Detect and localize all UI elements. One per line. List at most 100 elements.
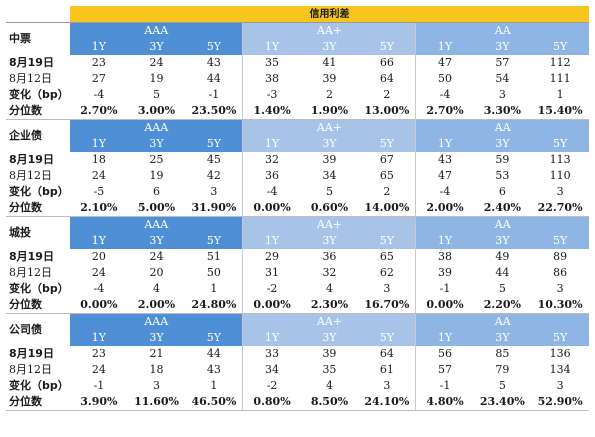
value-cell: 2 <box>383 88 391 101</box>
value-cell: 0.80% <box>242 394 301 411</box>
section-group-row: 中票 AAA AA+ AA <box>6 22 589 55</box>
value-cell: -4 <box>415 184 474 200</box>
rating-group-header: AA <box>415 313 589 330</box>
value-cell: 113 <box>549 153 571 166</box>
value-cell: 2.40% <box>473 200 532 217</box>
tenor-header: 1Y <box>70 330 128 346</box>
value-cell: 2.00% <box>415 200 474 217</box>
value-cell: 36 <box>322 250 337 263</box>
value-cell: -2 <box>242 378 301 394</box>
title-blank-cell <box>6 6 71 23</box>
value-cell: 38 <box>415 249 474 265</box>
value-cell: 13.00% <box>358 103 416 120</box>
value-cell: 0.60% <box>300 200 359 217</box>
tenor-header: 3Y <box>473 330 532 346</box>
tenor-row: 1Y 3Y 5Y 1Y 3Y 5Y 1Y 3Y 5Y <box>6 136 589 152</box>
value-cell: 3 <box>556 379 564 392</box>
rating-group-header: AAA <box>70 313 243 330</box>
value-cell: 35 <box>322 363 337 376</box>
value-cell: 43 <box>206 56 221 69</box>
value-cell: 36 <box>242 168 301 184</box>
value-cell: 44 <box>495 266 510 279</box>
tenor-header: 1Y <box>415 39 474 55</box>
value-cell: 0.00% <box>242 297 301 314</box>
value-cell: 65 <box>379 169 394 182</box>
value-cell: 35 <box>242 55 301 71</box>
tenor-header: 3Y <box>127 39 186 55</box>
row-label: 8月19日 <box>9 56 54 69</box>
value-cell: 16.70% <box>358 297 416 314</box>
value-cell: 24.80% <box>185 297 243 314</box>
value-cell: 59 <box>495 153 510 166</box>
value-cell: 61 <box>379 363 394 376</box>
value-cell: 50 <box>206 266 221 279</box>
rating-group-header: AA <box>415 216 589 233</box>
value-cell: -4 <box>93 88 105 101</box>
value-cell: 3 <box>556 185 564 198</box>
tenor-header: 5Y <box>531 39 589 55</box>
value-cell: -4 <box>242 184 301 200</box>
row-label: 变化（bp） <box>9 282 69 295</box>
value-cell: 2 <box>325 88 333 101</box>
row-label: 分位数 <box>6 103 71 120</box>
value-cell: 5 <box>498 282 506 295</box>
value-cell: 2.70% <box>415 103 474 120</box>
tenor-header: 3Y <box>300 233 359 249</box>
value-cell: 3.00% <box>127 103 186 120</box>
tenor-header: 5Y <box>185 136 243 152</box>
value-cell: 6 <box>498 185 506 198</box>
value-cell: 3 <box>383 379 391 392</box>
value-cell: 47 <box>415 55 474 71</box>
tenor-header: 1Y <box>415 136 474 152</box>
value-cell: 0.00% <box>70 297 128 314</box>
value-cell: -3 <box>242 87 301 103</box>
value-cell: 44 <box>206 72 221 85</box>
value-cell: 4.80% <box>415 394 474 411</box>
value-cell: 2.30% <box>300 297 359 314</box>
value-cell: 38 <box>242 71 301 87</box>
section-group-row: 公司债 AAA AA+ AA <box>6 313 589 346</box>
value-cell: 32 <box>242 152 301 168</box>
tenor-header: 5Y <box>185 330 243 346</box>
value-cell: 25 <box>149 153 164 166</box>
value-cell: -1 <box>415 281 474 297</box>
previous-row: 8月12日 24 19 42 36 34 65 47 53 110 <box>6 168 589 184</box>
value-cell: 39 <box>322 72 337 85</box>
value-cell: 54 <box>495 72 510 85</box>
current-row: 8月19日 20 24 51 29 36 65 38 49 89 <box>6 249 589 265</box>
value-cell: 0.00% <box>242 200 301 217</box>
value-cell: 6 <box>153 185 161 198</box>
value-cell: 1 <box>210 282 218 295</box>
rating-group-header: AA+ <box>242 22 416 39</box>
value-cell: 20 <box>91 250 106 263</box>
value-cell: 42 <box>206 169 221 182</box>
value-cell: 52.90% <box>531 394 589 411</box>
value-cell: 27 <box>91 72 106 85</box>
tenor-header: 3Y <box>127 330 186 346</box>
value-cell: 134 <box>549 363 571 376</box>
value-cell: 31.90% <box>185 200 243 217</box>
value-cell: 110 <box>549 169 571 182</box>
value-cell: -5 <box>93 185 105 198</box>
tenor-header: 5Y <box>531 330 589 346</box>
tenor-header: 1Y <box>70 39 128 55</box>
value-cell: 136 <box>549 347 571 360</box>
value-cell: 39 <box>322 153 337 166</box>
value-cell: 32 <box>322 266 337 279</box>
value-cell: 11.60% <box>127 394 186 411</box>
value-cell: 5 <box>325 185 333 198</box>
value-cell: 20 <box>149 266 164 279</box>
value-cell: -4 <box>415 87 474 103</box>
value-cell: 22.70% <box>531 200 589 217</box>
value-cell: 67 <box>379 153 394 166</box>
current-row: 8月19日 23 24 43 35 41 66 47 57 112 <box>6 55 589 71</box>
value-cell: 0.00% <box>415 297 474 314</box>
value-cell: 24 <box>91 266 106 279</box>
value-cell: 23 <box>91 56 106 69</box>
row-label: 变化（bp） <box>9 185 69 198</box>
tenor-header: 1Y <box>242 330 301 346</box>
section-name: 公司债 <box>6 313 71 346</box>
value-cell: 19 <box>149 72 164 85</box>
value-cell: 24 <box>149 56 164 69</box>
rating-group-header: AA <box>415 119 589 136</box>
